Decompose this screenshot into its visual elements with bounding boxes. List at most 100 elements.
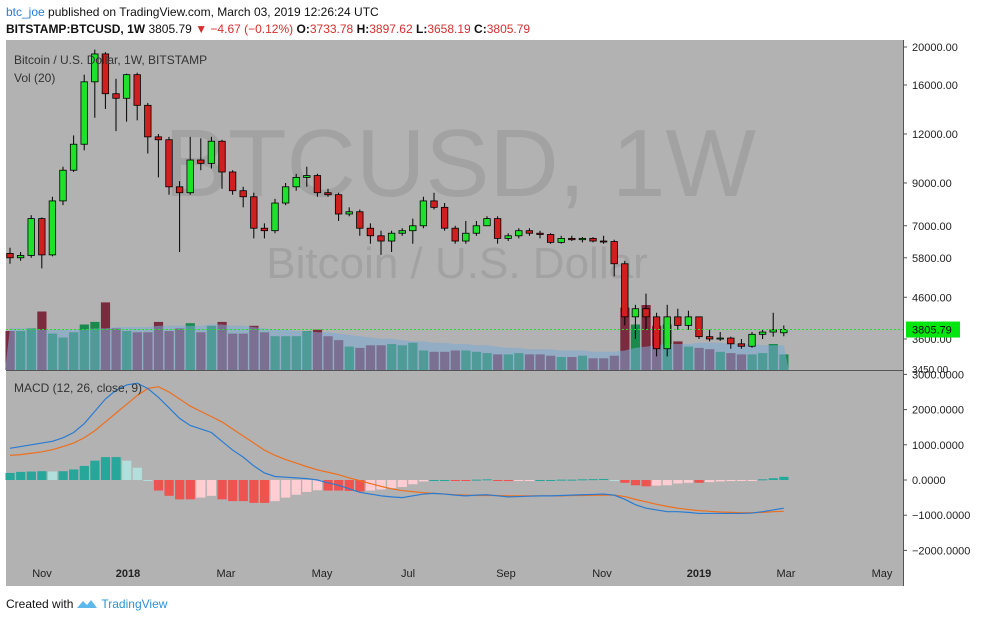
- candle: [472, 225, 481, 234]
- candle: [69, 143, 78, 171]
- published-text: published on TradingView.com, March 03, …: [48, 5, 379, 19]
- price-tick-label: 16000.00: [912, 80, 958, 92]
- macd-line: [9, 382, 784, 515]
- high-label: H:: [356, 22, 370, 36]
- candle: [737, 343, 746, 347]
- macd-histogram-bar: [90, 460, 100, 480]
- macd-histogram-bar: [546, 480, 556, 481]
- candle: [716, 337, 724, 340]
- candle: [281, 186, 290, 204]
- chart-title: Bitcoin / U.S. Dollar, 1W, BITSTAMP: [14, 53, 207, 67]
- close-value: 3805.79: [486, 22, 531, 36]
- macd-tick-label: 1000.0000: [912, 440, 964, 452]
- macd-histogram-bar: [418, 480, 429, 482]
- macd-histogram-bar: [249, 480, 259, 503]
- macd-histogram-bar: [599, 478, 609, 480]
- last-price-tag-label: 3805.79: [912, 325, 952, 337]
- macd-histogram-bar: [16, 471, 26, 480]
- candle: [705, 336, 714, 340]
- macd-histogram-bar: [164, 480, 174, 496]
- volume-bar: [641, 305, 651, 370]
- time-tick-label: Jul: [401, 568, 415, 580]
- macd-histogram-bar: [111, 457, 121, 480]
- down-arrow-icon: ▼: [195, 22, 208, 36]
- macd-histogram-bar: [652, 480, 662, 486]
- candle: [154, 136, 163, 141]
- time-tick-label: May: [312, 568, 333, 580]
- macd-histogram-bar: [673, 480, 683, 484]
- macd-histogram-bar: [365, 480, 376, 491]
- candle: [16, 255, 25, 259]
- macd-histogram-bar: [355, 480, 365, 492]
- price-tick-label: 12000.00: [912, 129, 958, 141]
- macd-histogram-bar: [302, 480, 312, 492]
- volume-ma-area: [5, 324, 789, 370]
- candle: [122, 74, 131, 99]
- candle: [430, 200, 438, 208]
- macd-histogram-bar: [588, 479, 598, 481]
- macd-histogram-bar: [768, 478, 778, 480]
- last-price: 3805.79: [148, 22, 192, 36]
- candle: [599, 240, 608, 243]
- macd-histogram-bar: [482, 479, 492, 481]
- candle: [515, 230, 523, 237]
- macd-histogram-bar: [217, 480, 227, 500]
- candle: [409, 225, 417, 232]
- candle: [631, 308, 640, 318]
- price-tick-label: 5800.00: [912, 253, 952, 265]
- macd-histogram-bar: [630, 480, 641, 486]
- macd-histogram-bar: [556, 479, 566, 481]
- candle: [6, 253, 14, 259]
- candle: [59, 169, 67, 202]
- low-label: L:: [415, 22, 428, 36]
- macd-histogram-bar: [461, 480, 471, 481]
- price-tick-label: 7000.00: [912, 221, 952, 233]
- macd-histogram-bar: [736, 480, 747, 481]
- candle: [133, 74, 141, 106]
- macd-histogram-bar: [47, 471, 58, 480]
- macd-histogram-bar: [344, 480, 354, 491]
- macd-histogram-bar: [471, 479, 482, 481]
- candle: [610, 241, 618, 265]
- macd-histogram-bar: [58, 471, 68, 480]
- volume-label: Vol (20): [14, 71, 55, 85]
- price-tick-label: 20000.00: [912, 42, 958, 54]
- open-value: 3733.78: [309, 22, 354, 36]
- candle: [112, 93, 120, 99]
- macd-histogram-bar: [323, 480, 333, 491]
- candle: [642, 308, 650, 318]
- candle: [504, 235, 512, 239]
- macd-histogram-bar: [450, 480, 460, 481]
- tradingview-link[interactable]: TradingView: [101, 597, 168, 611]
- macd-histogram-bar: [143, 480, 153, 481]
- candle: [398, 230, 406, 234]
- macd-histogram-bar: [535, 480, 545, 481]
- candle: [483, 218, 491, 227]
- volume-bar: [630, 324, 641, 370]
- candle: [324, 192, 332, 196]
- candle: [334, 194, 343, 215]
- macd-histogram-bar: [429, 480, 439, 481]
- macd-histogram-bar: [228, 480, 238, 502]
- time-tick-label: 2018: [116, 568, 140, 580]
- time-tick-label: Sep: [496, 568, 516, 580]
- macd-histogram-bar: [26, 471, 36, 480]
- candle: [48, 200, 57, 256]
- macd-histogram-bar: [5, 472, 15, 480]
- candle: [313, 175, 322, 194]
- candle: [260, 227, 269, 232]
- candle: [271, 202, 279, 232]
- macd-histogram-bar: [100, 457, 111, 480]
- btcusd-chart[interactable]: BTCUSD, 1W Bitcoin / U.S. Dollar 20000.00 1…: [0, 40, 987, 586]
- macd-tick-label: −1000.0000: [912, 510, 970, 522]
- macd-histogram-bar: [281, 480, 291, 498]
- macd-histogram-bar: [715, 480, 725, 482]
- author-link[interactable]: btc_joe: [6, 5, 45, 19]
- macd-histogram-bar: [524, 480, 535, 481]
- candle: [546, 234, 555, 243]
- candle: [101, 53, 110, 95]
- macd-histogram-bar: [312, 480, 323, 491]
- macd-histogram-bar: [577, 479, 588, 481]
- candle: [568, 237, 576, 241]
- high-value: 3897.62: [369, 22, 413, 36]
